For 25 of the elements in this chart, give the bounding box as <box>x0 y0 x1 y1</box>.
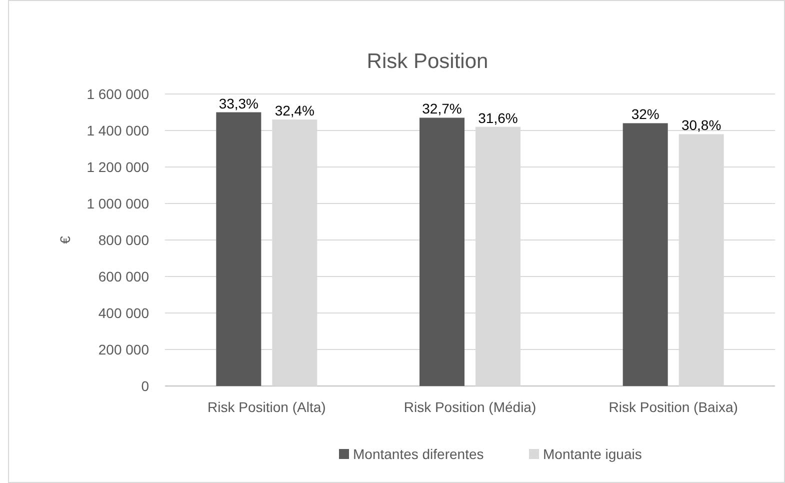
y-tick-label: 0 <box>141 378 150 394</box>
y-tick-label: 800 000 <box>98 232 150 248</box>
bar <box>622 123 668 386</box>
x-tick-label: Risk Position (Alta) <box>208 399 326 415</box>
x-tick-label: Risk Position (Baixa) <box>608 399 738 415</box>
y-tick-label: 1 600 000 <box>86 86 150 102</box>
legend-label: Montante iguais <box>543 446 642 462</box>
y-tick-label: 1 000 000 <box>86 195 150 212</box>
annotation: 32% <box>631 106 660 122</box>
y-tick-label: 200 000 <box>98 341 150 358</box>
y-axis-title: € <box>57 236 73 244</box>
y-tick-label: 1 400 000 <box>86 122 150 138</box>
annotation: 33,3% <box>218 95 259 112</box>
annotation: 32,7% <box>422 100 462 117</box>
legend-label: Montantes diferentes <box>353 446 484 462</box>
annotation: 30,8% <box>681 117 722 134</box>
y-tick-label: 1 200 000 <box>86 158 150 175</box>
bar <box>420 118 464 386</box>
y-tick-label: 600 000 <box>98 268 150 284</box>
x-tick-label: Risk Position (Média) <box>404 399 536 415</box>
bar <box>216 112 262 386</box>
y-tick-label: 400 000 <box>98 304 150 321</box>
chart-title: Risk Position <box>366 50 488 73</box>
annotation: 32,4% <box>274 102 315 119</box>
annotation: 31,6% <box>478 110 518 126</box>
